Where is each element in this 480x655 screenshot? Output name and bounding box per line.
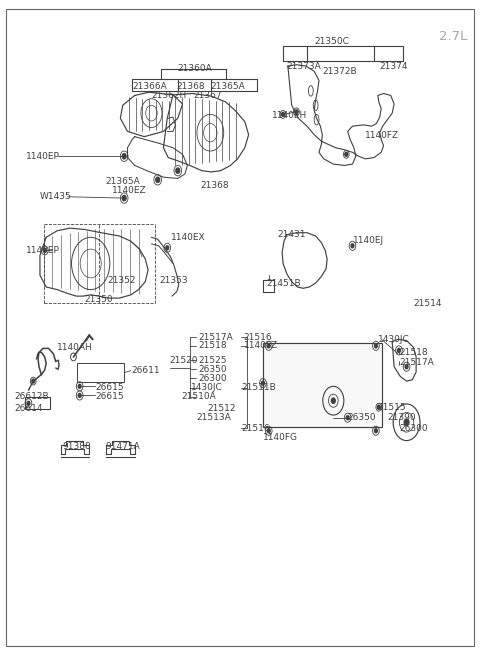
Circle shape (78, 384, 81, 388)
Circle shape (27, 402, 30, 405)
Circle shape (166, 246, 168, 250)
Text: 1140EX: 1140EX (170, 233, 205, 242)
Text: 2.7L: 2.7L (439, 30, 467, 43)
Text: 21431: 21431 (277, 229, 306, 238)
Circle shape (32, 379, 35, 383)
Text: 26615: 26615 (96, 392, 124, 402)
Text: 1140FZ: 1140FZ (244, 341, 278, 350)
Text: 26615: 26615 (96, 383, 124, 392)
Circle shape (374, 344, 377, 348)
Text: 21514: 21514 (413, 299, 442, 308)
Text: 21518: 21518 (399, 348, 428, 357)
Circle shape (282, 113, 285, 117)
Text: 21365A: 21365A (105, 177, 140, 185)
Text: 21517A: 21517A (399, 358, 433, 367)
Text: 21520: 21520 (169, 356, 198, 365)
Circle shape (267, 344, 270, 348)
Text: 21512: 21512 (207, 404, 236, 413)
Text: W1435: W1435 (40, 193, 72, 201)
Text: 21367: 21367 (193, 91, 222, 100)
Text: 26611: 26611 (131, 366, 159, 375)
Text: 1140EH: 1140EH (272, 111, 307, 120)
Text: 21353: 21353 (159, 276, 188, 285)
Text: 1140AH: 1140AH (57, 343, 93, 352)
Text: 91388: 91388 (62, 442, 91, 451)
Circle shape (351, 244, 354, 248)
Circle shape (377, 405, 380, 409)
Circle shape (346, 416, 349, 420)
FancyBboxPatch shape (263, 343, 382, 427)
Text: 21516: 21516 (241, 424, 270, 433)
Text: 26300: 26300 (198, 374, 227, 383)
Text: 21517A: 21517A (198, 333, 233, 342)
Text: 21390: 21390 (387, 413, 416, 422)
Circle shape (295, 110, 298, 114)
Text: 26612B: 26612B (14, 392, 49, 402)
Text: 21451B: 21451B (266, 279, 301, 288)
Bar (24, 398, 49, 409)
Text: 26350: 26350 (198, 365, 227, 374)
Circle shape (176, 168, 180, 174)
Text: 21374: 21374 (380, 62, 408, 71)
Text: 21516: 21516 (244, 333, 273, 342)
Text: 21515: 21515 (378, 403, 407, 412)
Circle shape (43, 248, 46, 252)
Text: 21362H: 21362H (152, 91, 187, 100)
Text: 21373A: 21373A (286, 62, 321, 71)
Text: 26614: 26614 (14, 404, 43, 413)
Circle shape (262, 381, 264, 385)
Text: 1140EP: 1140EP (25, 152, 60, 160)
Circle shape (156, 177, 159, 182)
Text: 1430JC: 1430JC (191, 383, 223, 392)
Text: 21510A: 21510A (181, 392, 216, 402)
Text: 21360A: 21360A (177, 64, 212, 73)
Text: 26300: 26300 (399, 424, 428, 433)
Circle shape (78, 394, 81, 398)
Circle shape (267, 429, 270, 433)
Circle shape (345, 153, 348, 157)
Text: 21350: 21350 (84, 295, 113, 304)
Bar (77, 363, 124, 383)
Circle shape (122, 154, 126, 159)
Circle shape (374, 429, 377, 433)
Text: 21365A: 21365A (210, 82, 245, 91)
Text: 1140EP: 1140EP (25, 246, 60, 255)
Circle shape (397, 348, 400, 352)
Circle shape (404, 419, 409, 426)
Circle shape (331, 398, 335, 403)
Text: 21366A: 21366A (132, 82, 167, 91)
Text: 21350C: 21350C (314, 37, 349, 47)
Circle shape (405, 365, 408, 369)
Text: 21368: 21368 (201, 181, 229, 189)
Text: 1140FG: 1140FG (263, 433, 298, 442)
Text: 1430JC: 1430JC (378, 335, 409, 345)
Text: 21368: 21368 (177, 82, 205, 91)
Text: 21511B: 21511B (241, 383, 276, 392)
Text: 1140EZ: 1140EZ (112, 186, 146, 195)
Text: 91471A: 91471A (105, 442, 140, 451)
Text: 21513A: 21513A (196, 413, 231, 422)
Text: 1140EJ: 1140EJ (352, 236, 384, 245)
Text: 21372B: 21372B (323, 67, 357, 77)
Text: 26350: 26350 (348, 413, 376, 422)
Text: 1140FZ: 1140FZ (365, 131, 399, 140)
Text: 21518: 21518 (198, 341, 227, 350)
Circle shape (122, 195, 126, 200)
Text: 21525: 21525 (198, 356, 227, 365)
Text: 21352: 21352 (107, 276, 135, 285)
